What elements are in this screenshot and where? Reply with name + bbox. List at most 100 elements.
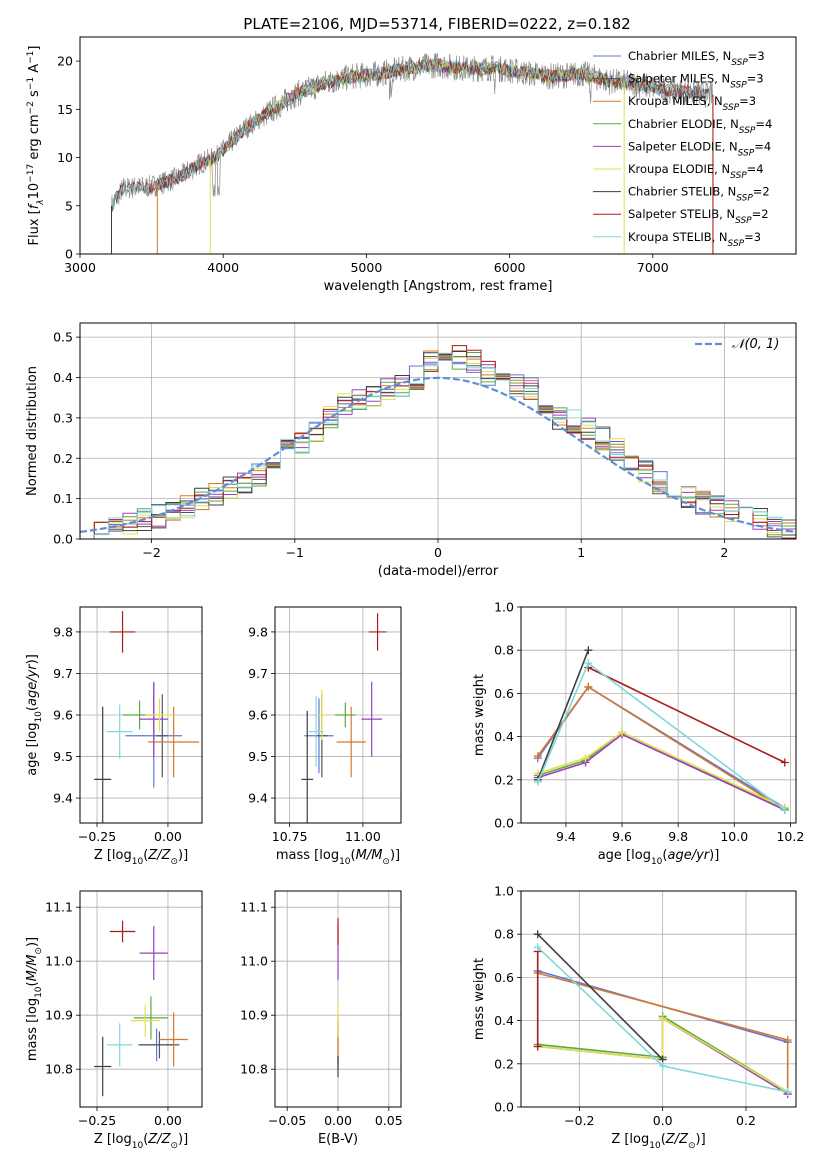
model-line-kroupa-stelib bbox=[111, 59, 710, 213]
weight-line-kroupa-elodie bbox=[537, 1017, 789, 1093]
errorbar-chabrier-elodie bbox=[133, 996, 168, 1040]
x-tick-label: 7000 bbox=[637, 260, 669, 275]
panel-spectrum: 3000 4000 5000 6000 7000 0 5 10 15 20 wavelength [… bbox=[26, 36, 797, 294]
legend-entry: Chabrier STELIB, NSSP=2 bbox=[628, 185, 770, 204]
x-tick-label: 0.0 bbox=[653, 1113, 673, 1128]
x-tick-label: 0.05 bbox=[375, 1113, 403, 1128]
legend: Chabrier MILES, NSSP=3 Salpeter MILES, NS… bbox=[593, 49, 772, 249]
y-tick-label: 0.2 bbox=[494, 1056, 514, 1071]
legend-entry: Chabrier MILES, NSSP=3 bbox=[628, 49, 765, 68]
legend-entry: Salpeter MILES, NSSP=3 bbox=[628, 72, 764, 91]
weight-line-chabrier-stelib bbox=[537, 933, 664, 1061]
y-tick-label: 10.9 bbox=[240, 1008, 268, 1023]
y-tick-label: 10.9 bbox=[45, 1008, 73, 1023]
panel-age-vs-mass: 10.75 11.00 9.4 9.5 9.6 9.7 9.8 mass [log10(M/M… bbox=[248, 606, 402, 867]
errorbar-kroupa-elodie bbox=[145, 698, 174, 732]
legend-entry: Kroupa ELODIE, NSSP=4 bbox=[628, 162, 764, 181]
panel-residuals: −2 −1 0 1 2 0.0 0.1 0.2 0.3 0.4 0.5 (data-model)/er… bbox=[25, 322, 797, 579]
x-tick-label: −0.25 bbox=[78, 1113, 116, 1128]
plot-area-weight-vs-Z bbox=[521, 891, 796, 1107]
plot-area-age-vs-mass bbox=[275, 607, 401, 823]
x-axis-label: age [log10(age/yr)] bbox=[598, 848, 720, 867]
x-tick-label: 11.00 bbox=[345, 829, 381, 844]
plot-area-age-vs-Z bbox=[80, 607, 202, 823]
y-tick-label: 9.6 bbox=[53, 708, 73, 723]
errorbar-salpeter-elodie bbox=[139, 926, 168, 981]
y-tick-label: 0.2 bbox=[494, 772, 514, 787]
legend-entry: Salpeter STELIB, NSSP=2 bbox=[628, 207, 769, 226]
y-tick-label: 9.8 bbox=[248, 624, 268, 639]
x-tick-label: 0.2 bbox=[736, 1113, 756, 1128]
page-title: PLATE=2106, MJD=53714, FIBERID=0222, z=0… bbox=[243, 15, 630, 33]
y-axis-label: Flux [fλ10−17 erg cm−2 s−1 A−1] bbox=[26, 46, 46, 246]
x-tick-label: 3000 bbox=[64, 260, 96, 275]
x-tick-label: 6000 bbox=[494, 260, 526, 275]
y-tick-label: 5 bbox=[65, 198, 73, 213]
y-tick-label: 1.0 bbox=[494, 884, 514, 899]
y-axis-label: Normed distribution bbox=[25, 366, 40, 496]
x-tick-label: −0.25 bbox=[78, 829, 116, 844]
errorbar-kroupa-stelib bbox=[106, 1023, 133, 1067]
y-tick-label: 0.0 bbox=[494, 816, 514, 831]
y-tick-label: 9.7 bbox=[53, 666, 73, 681]
y-tick-label: 11.0 bbox=[45, 954, 73, 969]
axes-frame bbox=[520, 890, 797, 1108]
x-tick-label: 10.75 bbox=[272, 829, 308, 844]
errorbar-salpeter-elodie bbox=[139, 681, 168, 757]
panel-weight-vs-Z: −0.2 0.0 0.2 0.0 0.2 0.4 0.6 0.8 1.0 Z [log10(Z/Z… bbox=[472, 884, 797, 1151]
errorbar-salpeter-miles bbox=[156, 694, 168, 778]
y-tick-label: 9.8 bbox=[53, 624, 73, 639]
y-tick-label: 11.1 bbox=[45, 900, 73, 915]
errorbar-salpeter-stelib bbox=[109, 611, 136, 653]
errorbar-salpeter-stelib bbox=[368, 613, 387, 651]
panel-mass-vs-ebv: −0.05 0.00 0.05 10.8 10.9 11.0 11.1 E(B-V) bbox=[240, 890, 403, 1147]
errorbar-kroupa-stelib bbox=[308, 696, 324, 767]
x-axis-label: Z [log10(Z/Z⊙)] bbox=[94, 848, 188, 867]
errorbar-salpeter-stelib bbox=[109, 920, 136, 943]
y-tick-label: 0.6 bbox=[494, 970, 514, 985]
weight-marker bbox=[658, 1061, 667, 1070]
y-tick-label: 0.1 bbox=[53, 491, 73, 506]
y-tick-label: 10 bbox=[57, 150, 73, 165]
y-axis-label: age [log10(age/yr)] bbox=[25, 654, 44, 776]
weight-marker bbox=[533, 1042, 542, 1051]
x-tick-label: −0.05 bbox=[268, 1113, 306, 1128]
weight-marker bbox=[658, 1014, 667, 1023]
plot-area-weight-vs-age bbox=[521, 607, 796, 823]
errorbar-salpeter-elodie bbox=[361, 681, 382, 757]
errorbar-chabrier-elodie bbox=[335, 702, 356, 728]
x-tick-label: 9.6 bbox=[612, 829, 632, 844]
y-tick-label: 0.6 bbox=[494, 686, 514, 701]
x-tick-label: 2 bbox=[720, 545, 728, 560]
weight-line-salpeter-stelib bbox=[587, 666, 786, 764]
errorbar-chabrier-stelib bbox=[94, 706, 112, 823]
weight-marker bbox=[584, 646, 593, 655]
weight-marker bbox=[581, 754, 590, 763]
y-tick-label: 11.1 bbox=[240, 900, 268, 915]
axes-frame bbox=[79, 36, 797, 255]
axes-frame bbox=[79, 890, 203, 1108]
weight-marker bbox=[584, 659, 593, 668]
plot-area-mass-vs-Z bbox=[80, 891, 202, 1107]
legend-entry: Chabrier ELODIE, NSSP=4 bbox=[628, 117, 772, 136]
weight-line-kroupa-elodie bbox=[537, 731, 786, 809]
legend-entry: Kroupa STELIB, NSSP=3 bbox=[628, 230, 761, 249]
weight-marker bbox=[584, 682, 593, 691]
y-tick-label: 10.8 bbox=[240, 1062, 268, 1077]
x-tick-label: 4000 bbox=[207, 260, 239, 275]
panel-mass-vs-Z: −0.25 0.00 10.8 10.9 11.0 11.1 Z [log10(Z/Z⊙)]… bbox=[25, 890, 203, 1151]
y-tick-label: 10.8 bbox=[45, 1062, 73, 1077]
y-tick-label: 0.8 bbox=[494, 643, 514, 658]
weight-marker bbox=[533, 752, 542, 761]
legend-entry: Kroupa MILES, NSSP=3 bbox=[628, 94, 756, 113]
weight-marker bbox=[618, 728, 627, 737]
weight-marker bbox=[533, 777, 542, 786]
x-axis-label: (data-model)/error bbox=[378, 564, 499, 579]
y-tick-label: 0.0 bbox=[53, 532, 73, 547]
y-tick-label: 0.3 bbox=[53, 410, 73, 425]
errorbar-kroupa-miles bbox=[336, 706, 366, 778]
y-tick-label: 11.0 bbox=[240, 954, 268, 969]
x-axis-label: mass [log10(M/M⊙)] bbox=[276, 848, 400, 867]
plot-area-mass-vs-ebv bbox=[275, 891, 401, 1107]
